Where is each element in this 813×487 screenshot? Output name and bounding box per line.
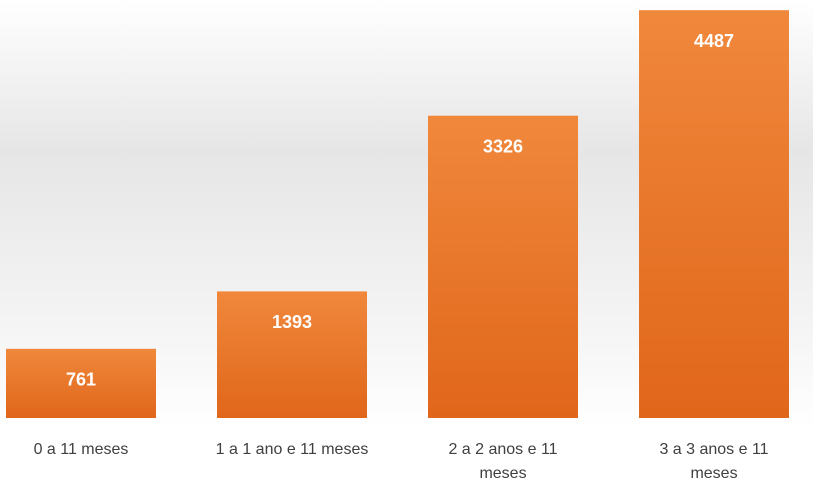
bar (428, 115, 578, 418)
value-label: 4487 (694, 31, 734, 51)
x-tick-label: 0 a 11 meses (33, 441, 129, 458)
value-label: 1393 (272, 312, 312, 332)
x-tick-label: 2 a 2 anos e 11 meses (448, 441, 558, 482)
x-tick-label: 3 a 3 anos e 11 meses (659, 441, 769, 482)
bar (6, 348, 156, 418)
bar (217, 291, 367, 418)
bar (639, 10, 789, 419)
value-label: 761 (66, 370, 96, 390)
x-tick-label: 1 a 1 ano e 11 meses (215, 441, 369, 458)
value-label: 3326 (483, 136, 523, 156)
